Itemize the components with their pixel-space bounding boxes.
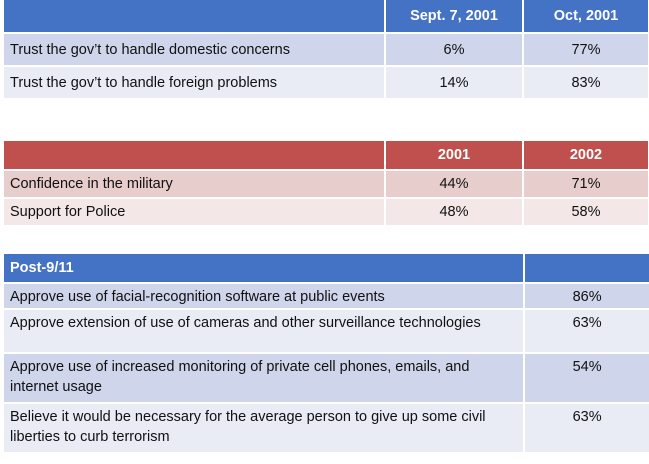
row-label: Believe it would be necessary for the av… bbox=[4, 402, 526, 452]
row-label: Approve extension of use of cameras and … bbox=[4, 308, 526, 352]
row-value: 48% bbox=[386, 197, 524, 225]
table-row: Confidence in the military 44% 71% bbox=[4, 169, 648, 197]
row-label: Support for Police bbox=[4, 197, 386, 225]
row-value: 63% bbox=[525, 308, 649, 352]
row-label: Trust the gov’t to handle foreign proble… bbox=[4, 65, 386, 98]
row-value: 54% bbox=[525, 352, 649, 402]
table-row: Believe it would be necessary for the av… bbox=[4, 402, 649, 452]
header-cell-blank bbox=[4, 0, 386, 32]
row-value: 86% bbox=[525, 282, 649, 308]
confidence-table: 2001 2002 Confidence in the military 44%… bbox=[4, 141, 648, 225]
row-value: 58% bbox=[524, 197, 648, 225]
header-cell-sept-2001: Sept. 7, 2001 bbox=[386, 0, 524, 32]
header-cell-post-911: Post-9/11 bbox=[4, 254, 526, 282]
row-label: Approve use of increased monitoring of p… bbox=[4, 352, 526, 402]
row-value: 71% bbox=[524, 169, 648, 197]
header-cell-blank bbox=[525, 254, 649, 282]
row-label: Approve use of facial-recognition softwa… bbox=[4, 282, 526, 308]
table-row: Approve use of facial-recognition softwa… bbox=[4, 282, 649, 308]
post-911-table: Post-9/11 Approve use of facial-recognit… bbox=[4, 254, 649, 452]
row-label: Trust the gov’t to handle domestic conce… bbox=[4, 32, 386, 65]
row-value: 44% bbox=[386, 169, 524, 197]
table-header-row: Post-9/11 bbox=[4, 254, 649, 282]
table-header-row: 2001 2002 bbox=[4, 141, 648, 169]
header-cell-blank bbox=[4, 141, 386, 169]
table-row: Trust the gov’t to handle foreign proble… bbox=[4, 65, 648, 98]
header-cell-2002: 2002 bbox=[524, 141, 648, 169]
table-row: Approve use of increased monitoring of p… bbox=[4, 352, 649, 402]
table-row: Trust the gov’t to handle domestic conce… bbox=[4, 32, 648, 65]
row-value: 63% bbox=[525, 402, 649, 452]
trust-government-table: Sept. 7, 2001 Oct, 2001 Trust the gov’t … bbox=[4, 0, 648, 98]
row-value: 14% bbox=[386, 65, 524, 98]
table-row: Support for Police 48% 58% bbox=[4, 197, 648, 225]
row-value: 83% bbox=[524, 65, 648, 98]
table-header-row: Sept. 7, 2001 Oct, 2001 bbox=[4, 0, 648, 32]
table-row: Approve extension of use of cameras and … bbox=[4, 308, 649, 352]
row-value: 6% bbox=[386, 32, 524, 65]
header-cell-2001: 2001 bbox=[386, 141, 524, 169]
row-label: Confidence in the military bbox=[4, 169, 386, 197]
row-value: 77% bbox=[524, 32, 648, 65]
header-cell-oct-2001: Oct, 2001 bbox=[524, 0, 648, 32]
